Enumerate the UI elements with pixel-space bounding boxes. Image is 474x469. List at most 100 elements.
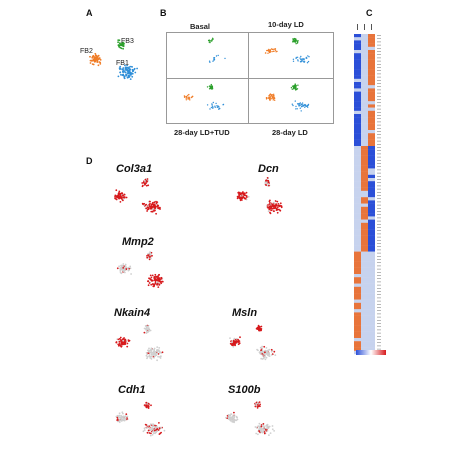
condition-point-fb2: [267, 97, 269, 99]
heatmap-cell: [354, 280, 361, 284]
heatmap-cell: [368, 254, 375, 259]
heatmap-cell: [354, 194, 361, 198]
feature-point: [154, 206, 157, 209]
cluster-point-fb1: [122, 73, 125, 76]
heatmap-row-label: [377, 230, 381, 231]
heatmap-cell: [368, 46, 375, 51]
feature-point: [229, 337, 231, 339]
heatmap-cell: [361, 264, 368, 268]
heatmap-cell: [368, 299, 375, 303]
heatmap-cell: [361, 302, 368, 307]
feature-point: [237, 338, 239, 341]
condition-point-fb3: [292, 88, 295, 90]
feature-point: [266, 177, 269, 179]
feature-point: [123, 341, 126, 344]
condition-point-fb1: [209, 61, 211, 63]
feature-point: [267, 353, 270, 356]
feature-point: [155, 430, 158, 433]
feature-point: [240, 197, 243, 199]
heatmap-row-label: [377, 192, 381, 193]
condition-point-fb2: [188, 96, 190, 99]
heatmap-cell: [354, 293, 361, 297]
feature-point: [267, 207, 270, 209]
heatmap-cell: [354, 43, 361, 47]
feature-point: [150, 351, 152, 354]
cluster-point-fb1: [131, 75, 134, 78]
feature-point: [143, 427, 146, 430]
heatmap-row-label: [377, 332, 381, 334]
feature-point: [276, 211, 279, 214]
condition-point-fb1: [305, 56, 307, 59]
heatmap-row-label: [377, 41, 381, 43]
condition-point-fb1: [218, 108, 220, 110]
cluster-point-fb1: [130, 72, 133, 75]
heatmap-row-label: [377, 38, 381, 39]
feature-point: [154, 209, 156, 212]
feature-point: [149, 349, 152, 352]
feature-point: [118, 412, 121, 415]
cluster-point-fb3: [122, 45, 125, 47]
feature-point: [151, 274, 154, 277]
feature-point: [117, 343, 120, 346]
cluster-point-fb2: [93, 56, 96, 59]
feature-point: [151, 210, 154, 213]
feature-point: [149, 251, 151, 253]
heatmap-cell: [361, 130, 368, 134]
heatmap-cell: [361, 37, 368, 41]
heatmap-cell: [368, 200, 375, 204]
heatmap-cell: [361, 274, 368, 278]
feature-point: [264, 358, 267, 361]
heatmap-cell: [361, 50, 368, 54]
condition-point-fb2: [273, 48, 275, 50]
condition-point-fb1: [210, 106, 213, 109]
feature-point: [258, 401, 261, 403]
heatmap-cell: [361, 114, 368, 118]
cluster-point-fb2: [91, 56, 94, 59]
feature-point: [122, 196, 124, 199]
feature-point: [280, 205, 282, 207]
condition-point-fb1: [222, 103, 225, 106]
heatmap-cell: [368, 325, 375, 329]
heatmap-row-label: [377, 198, 381, 199]
heatmap-cell: [354, 213, 361, 217]
feature-point: [261, 351, 264, 354]
feature-point: [231, 344, 233, 346]
feature-point: [123, 416, 126, 418]
heatmap-cell: [361, 290, 368, 294]
heatmap-cell: [361, 43, 368, 47]
condition-point-fb3: [294, 86, 297, 89]
feature-point: [236, 197, 239, 200]
heatmap-cell: [368, 232, 375, 236]
gene-label-col3a1: Col3a1: [116, 163, 153, 175]
condition-point-fb1: [300, 104, 302, 106]
heatmap-cell: [361, 216, 368, 220]
feature-point: [260, 325, 263, 328]
heatmap-cell: [361, 235, 368, 239]
feature-point: [148, 427, 151, 429]
condition-point-fb1: [211, 104, 213, 106]
heatmap-cell: [354, 328, 361, 332]
feature-point: [272, 201, 275, 204]
heatmap-cell: [354, 331, 361, 335]
condition-point-fb1: [299, 57, 301, 59]
heatmap-cell: [361, 168, 368, 172]
condition-point-fb1: [212, 106, 214, 108]
condition-point-fb1: [300, 55, 302, 58]
gene-label-nkain4: Nkain4: [114, 307, 151, 319]
feature-plot-col3a1: [114, 177, 161, 215]
heatmap-cell: [361, 248, 368, 252]
heatmap-cell: [368, 178, 375, 182]
heatmap-cell: [354, 242, 361, 246]
condition-point-fb1: [305, 104, 307, 106]
heatmap-row-label: [377, 176, 381, 177]
feature-point: [237, 343, 240, 346]
cluster-point-fb1: [129, 71, 132, 73]
feature-point: [146, 328, 149, 330]
heatmap-row-label: [377, 156, 381, 158]
heatmap-cell: [368, 88, 375, 92]
heatmap-cell: [354, 82, 361, 86]
feature-point: [143, 327, 146, 330]
condition-point-fb3: [209, 41, 211, 44]
feature-point: [146, 353, 149, 356]
feature-point: [148, 277, 151, 280]
